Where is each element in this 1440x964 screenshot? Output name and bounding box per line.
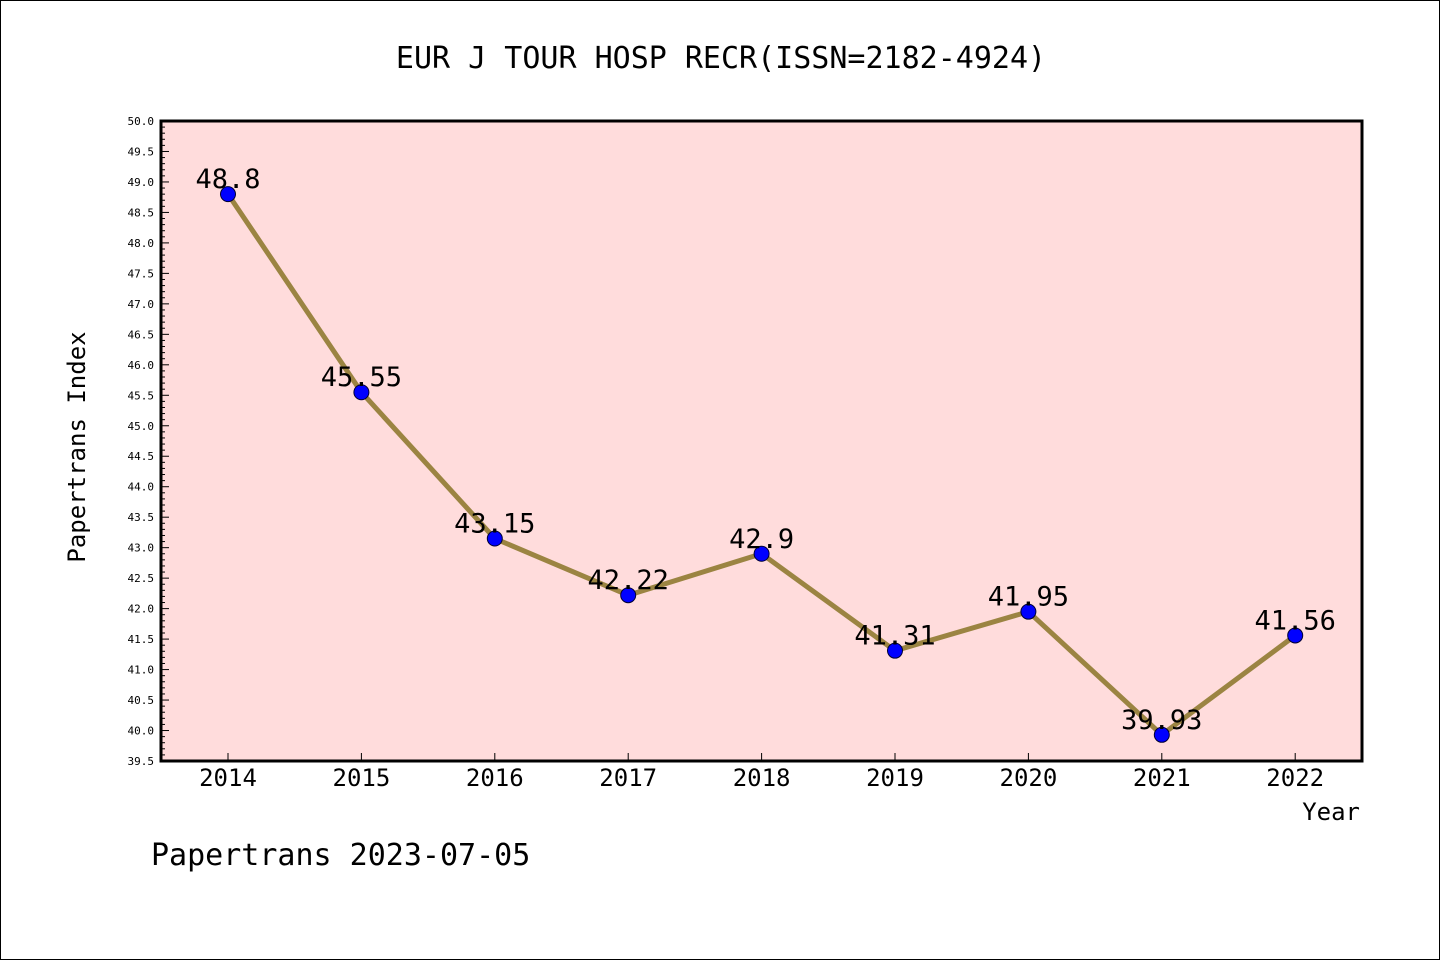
data-point bbox=[353, 384, 370, 401]
data-point bbox=[753, 545, 770, 562]
y-axis-label: Papertrans Index bbox=[63, 331, 91, 562]
data-point bbox=[620, 587, 637, 604]
data-label: 42.9 bbox=[729, 524, 794, 555]
x-axis: 2014 2015 2016 2017 2018 2019 2020 2021 2022 bbox=[199, 753, 1324, 792]
x-tick-label: 2021 bbox=[1133, 764, 1191, 792]
y-tick-label: 47.5 bbox=[128, 267, 155, 280]
x-tick-label: 2022 bbox=[1266, 764, 1324, 792]
series-layer: 48.8 45.55 43.15 42.22 42.9 41.31 41.95 39.93 41… bbox=[195, 164, 1336, 743]
data-point bbox=[486, 530, 503, 547]
y-tick-label: 46.0 bbox=[128, 359, 155, 372]
y-tick-label: 42.5 bbox=[128, 572, 155, 585]
data-point bbox=[1020, 603, 1037, 620]
data-label: 42.22 bbox=[588, 565, 669, 596]
footer-text: Papertrans 2023-07-05 bbox=[151, 838, 530, 873]
data-label: 43.15 bbox=[454, 509, 535, 540]
x-tick-label: 2018 bbox=[733, 764, 791, 792]
data-label: 41.31 bbox=[854, 621, 935, 652]
data-label: 45.55 bbox=[321, 362, 402, 393]
y-tick-label: 50.0 bbox=[128, 115, 155, 128]
y-tick-label: 43.5 bbox=[128, 511, 155, 524]
y-tick-label: 45.0 bbox=[128, 420, 155, 433]
x-axis-label: Year bbox=[1302, 798, 1360, 826]
y-tick-label: 42.0 bbox=[128, 603, 155, 616]
y-axis: 39.5 40.0 40.5 41.0 41.5 42.0 42.5 43.0 43.5 44.0… bbox=[128, 115, 169, 768]
y-tick-label: 41.5 bbox=[128, 633, 155, 646]
y-tick-label: 44.5 bbox=[128, 450, 155, 463]
data-point bbox=[1287, 627, 1304, 644]
y-tick-label: 49.0 bbox=[128, 176, 155, 189]
y-tick-label: 48.0 bbox=[128, 237, 155, 250]
data-point bbox=[1153, 726, 1170, 743]
x-tick-label: 2015 bbox=[333, 764, 391, 792]
x-tick-label: 2019 bbox=[866, 764, 924, 792]
y-tick-label: 48.5 bbox=[128, 206, 155, 219]
y-tick-label: 40.5 bbox=[128, 694, 155, 707]
plot-area bbox=[161, 121, 1362, 761]
x-tick-label: 2014 bbox=[199, 764, 257, 792]
y-tick-label: 45.5 bbox=[128, 389, 155, 402]
y-tick-label: 46.5 bbox=[128, 328, 155, 341]
y-tick-label: 49.5 bbox=[128, 145, 155, 158]
y-tick-label: 47.0 bbox=[128, 298, 155, 311]
y-tick-label: 40.0 bbox=[128, 725, 155, 738]
data-label: 41.95 bbox=[988, 582, 1069, 613]
x-tick-label: 2016 bbox=[466, 764, 524, 792]
data-point bbox=[220, 186, 236, 203]
data-point bbox=[887, 642, 903, 659]
data-label: 48.8 bbox=[195, 164, 260, 195]
x-tick-label: 2020 bbox=[1000, 764, 1058, 792]
y-tick-label: 39.5 bbox=[128, 755, 155, 768]
data-label: 39.93 bbox=[1121, 705, 1202, 736]
y-tick-label: 41.0 bbox=[128, 664, 155, 677]
x-tick-label: 2017 bbox=[599, 764, 657, 792]
y-tick-label: 44.0 bbox=[128, 481, 155, 494]
data-label: 41.56 bbox=[1255, 605, 1336, 636]
chart-title: EUR J TOUR HOSP RECR(ISSN=2182-4924) bbox=[396, 41, 1046, 76]
y-tick-label: 43.0 bbox=[128, 542, 155, 555]
plot-border bbox=[159, 119, 1364, 763]
